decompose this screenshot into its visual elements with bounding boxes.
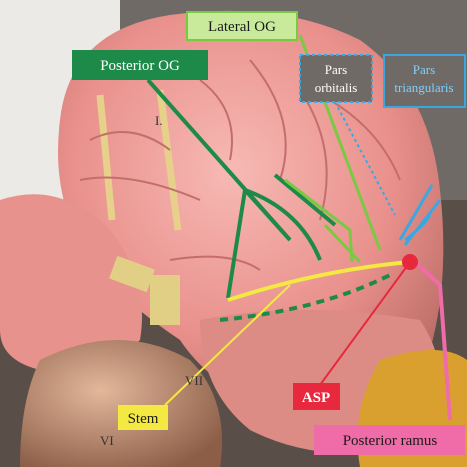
label-stem: Stem bbox=[128, 411, 159, 427]
model-mark: VI bbox=[100, 433, 114, 448]
label-posterior-ramus: Posterior ramus bbox=[343, 433, 438, 449]
label-pars-orbitalis: Pars bbox=[325, 62, 347, 77]
label-asp: ASP bbox=[302, 390, 330, 406]
annotation-lines bbox=[146, 34, 452, 421]
model-mark: I. bbox=[155, 113, 163, 128]
model-marks: I. VI VII bbox=[100, 113, 203, 448]
brain-model bbox=[0, 10, 467, 467]
model-mark: VII bbox=[185, 373, 203, 388]
label-pars-orbitalis: orbitalis bbox=[315, 80, 358, 95]
labels: Lateral OG Posterior OG Pars orbitalis P… bbox=[72, 11, 466, 455]
label-pars-triangularis: triangularis bbox=[394, 80, 453, 95]
label-pars-triangularis: Pars bbox=[413, 62, 435, 77]
label-lateral-og: Lateral OG bbox=[208, 19, 276, 35]
label-posterior-og: Posterior OG bbox=[100, 58, 180, 74]
